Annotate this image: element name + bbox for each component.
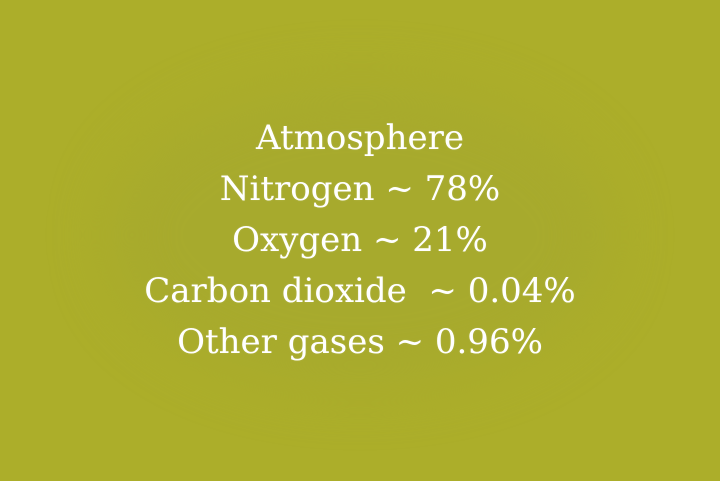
title: Atmosphere xyxy=(256,118,464,158)
gas-line-other-gases: Other gases ~ 0.96% xyxy=(177,322,543,362)
atmosphere-card: Atmosphere Nitrogen ~ 78% Oxygen ~ 21% C… xyxy=(0,113,720,368)
gas-line-oxygen: Oxygen ~ 21% xyxy=(232,220,488,260)
background-glow xyxy=(110,85,610,385)
gas-line-nitrogen: Nitrogen ~ 78% xyxy=(219,169,501,209)
gas-line-carbon-dioxide: Carbon dioxide ~ 0.04% xyxy=(144,271,576,311)
